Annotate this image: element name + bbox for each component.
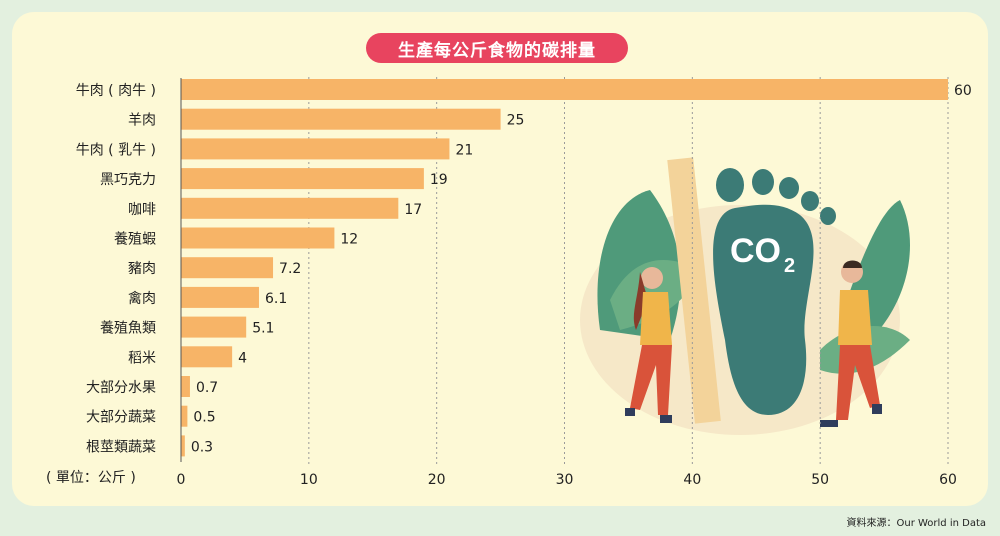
value-label: 5.1 bbox=[252, 321, 274, 337]
x-tick-label: 30 bbox=[556, 472, 574, 488]
value-label: 21 bbox=[455, 142, 473, 158]
value-label: 19 bbox=[430, 172, 448, 188]
x-tick-label: 60 bbox=[939, 472, 957, 488]
category-label: 大部分蔬菜 bbox=[86, 410, 156, 426]
category-label: 養殖蝦 bbox=[114, 231, 156, 248]
bar bbox=[181, 227, 335, 249]
category-label: 稻米 bbox=[128, 350, 156, 366]
category-label: 羊肉 bbox=[128, 113, 156, 129]
co2-footprint-illustration: CO 2 bbox=[580, 157, 910, 435]
value-labels: 60 25 21 19 17 12 7.2 6.1 5.1 4 0.7 0.5 0.3 bbox=[191, 83, 972, 455]
value-label: 12 bbox=[340, 232, 358, 248]
category-label: 禽肉 bbox=[128, 290, 156, 307]
x-tick-label: 50 bbox=[811, 472, 829, 488]
x-tick-label: 40 bbox=[683, 472, 701, 488]
value-label: 0.5 bbox=[193, 410, 215, 426]
x-tick-labels: 0 10 20 30 40 50 60 bbox=[177, 472, 957, 488]
category-label: 牛肉 ( 肉牛 ) bbox=[76, 83, 156, 99]
x-tick-label: 10 bbox=[300, 472, 318, 488]
x-tick-label: 20 bbox=[428, 472, 446, 488]
bar bbox=[181, 79, 948, 100]
unit-label: ( 單位：公斤 ) bbox=[46, 470, 136, 486]
bar bbox=[181, 435, 185, 457]
bar bbox=[181, 168, 424, 190]
category-label: 黑巧克力 bbox=[100, 172, 156, 188]
value-label: 0.3 bbox=[191, 439, 213, 455]
co2-subscript: 2 bbox=[784, 255, 795, 277]
category-label: 咖啡 bbox=[128, 202, 156, 218]
bar bbox=[181, 197, 399, 219]
value-label: 7.2 bbox=[279, 261, 301, 277]
source-note: 資料來源：Our World in Data bbox=[846, 518, 986, 529]
value-label: 17 bbox=[404, 202, 422, 218]
value-label: 60 bbox=[954, 83, 972, 99]
x-tick-label: 0 bbox=[177, 472, 186, 488]
bar bbox=[181, 376, 190, 397]
category-label: 牛肉 ( 乳牛 ) bbox=[76, 142, 156, 158]
bar bbox=[181, 346, 233, 368]
bar bbox=[181, 286, 259, 308]
bar bbox=[181, 316, 247, 338]
value-label: 0.7 bbox=[196, 380, 218, 396]
category-label: 根莖類蔬菜 bbox=[86, 439, 156, 455]
bar bbox=[181, 108, 501, 130]
value-label: 25 bbox=[507, 113, 525, 129]
category-label: 大部分水果 bbox=[86, 380, 156, 396]
co2-text: CO bbox=[730, 232, 781, 270]
chart-title: 生產每公斤食物的碳排量 bbox=[366, 33, 628, 63]
value-label: 6.1 bbox=[265, 291, 287, 307]
bar bbox=[181, 257, 274, 279]
bar bbox=[181, 405, 188, 427]
bar bbox=[181, 138, 450, 160]
category-label: 養殖魚類 bbox=[100, 320, 156, 337]
value-label: 4 bbox=[238, 350, 247, 366]
bars bbox=[181, 79, 948, 457]
category-label: 豬肉 bbox=[128, 261, 156, 277]
